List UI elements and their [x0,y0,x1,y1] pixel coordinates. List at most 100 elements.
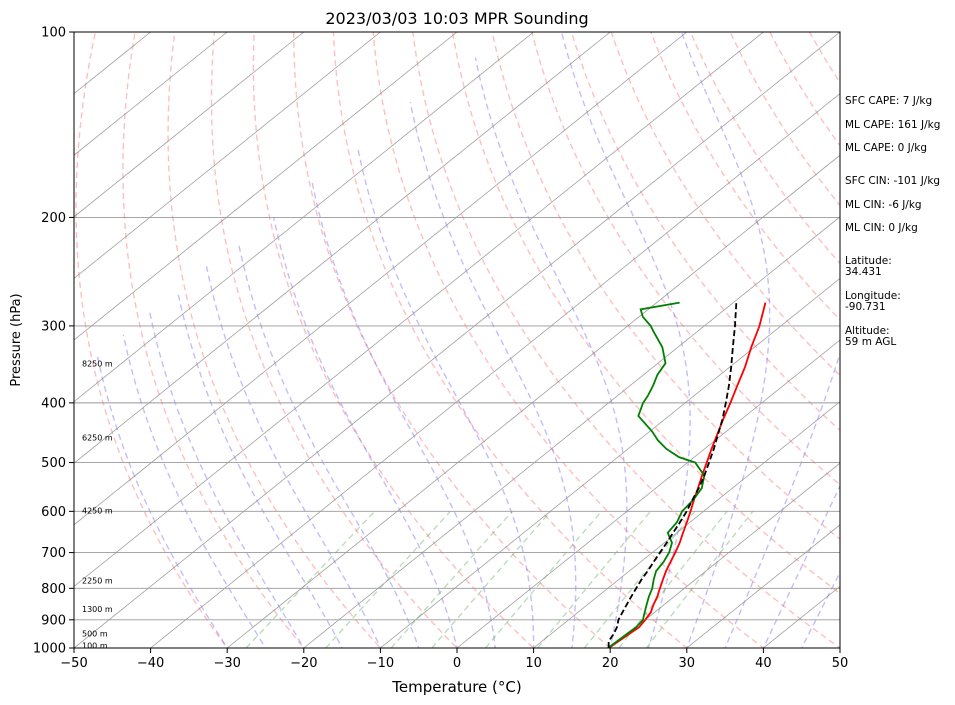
stat-label: SFC CIN: -101 J/kg [845,175,940,187]
x-tick-label: 30 [679,656,696,671]
height-label: 4250 m [82,506,113,515]
mixing-ratio-line [537,510,651,648]
moist-adiabat [205,266,382,648]
dry-adiabat [570,32,840,432]
isotherm [74,32,534,403]
stat-label: Latitude: [845,255,892,267]
y-tick-label: 800 [41,582,66,597]
moist-adiabat [96,355,229,648]
moist-adiabat [680,32,771,648]
y-axis-title: Pressure (hPa) [9,293,24,386]
isotherm [74,32,305,218]
y-tick-label: 300 [41,319,66,334]
dry-adiabat [332,32,688,648]
stat-label: SFC CAPE: 7 J/kg [845,95,932,107]
chart-title: 2023/03/03 10:03 MPR Sounding [325,9,588,28]
height-label: 100 m [82,641,108,650]
x-tick-label: −20 [290,656,317,671]
stat-label: ML CIN: 0 J/kg [845,222,918,234]
dewpoint-line [607,301,706,648]
mixing-ratio-line [583,510,696,648]
isotherm [74,32,764,587]
x-tick-label: 20 [602,656,619,671]
height-label: 500 m [82,629,108,638]
isotherm [74,32,458,341]
isotherm [226,154,840,648]
moist-adiabat [237,242,420,648]
y-axis: 100 200 300 400 500 600 700 800 900 1000 [33,26,74,657]
moist-adiabat [560,32,691,648]
stat-label: ML CAPE: 161 J/kg [845,119,940,131]
y-tick-label: 400 [41,396,66,411]
height-label: 2250 m [82,576,113,585]
height-labels: 8250 m 6250 m 4250 m 2250 m 1300 m 500 m 100 m [82,359,113,650]
moist-adiabat [409,102,577,648]
height-label: 8250 m [82,359,113,368]
x-tick-label: −50 [60,656,87,671]
x-axis: −50 −40 −30 −20 −10 0 10 20 30 40 50 [60,648,848,671]
dry-adiabat [920,18,955,661]
isotherm [74,32,381,279]
stat-value: 34.431 [845,266,882,278]
dry-adiabat [252,32,535,648]
stat-label: ML CAPE: 0 J/kg [845,142,927,154]
dry-adiabat [122,32,305,648]
y-tick-label: 600 [41,505,66,520]
x-tick-label: 0 [453,656,461,671]
moist-adiabat [724,32,840,648]
plot-grid [74,18,955,661]
isotherm [380,277,840,648]
mixing-ratio-line [245,510,376,648]
stat-label: ML CIN: -6 J/kg [845,199,922,211]
temperature-line [608,302,767,648]
x-axis-title: Temperature (°C) [391,678,521,696]
moist-adiabat [273,217,458,648]
isotherm [609,462,840,648]
stat-value: -90.731 [845,301,886,313]
y-tick-label: 900 [41,613,66,628]
isotherm [150,93,840,648]
stat-label: Altitude: [845,325,890,337]
height-label: 1300 m [82,605,113,614]
isotherm [303,216,840,648]
dry-adiabat [75,32,229,648]
x-tick-label: 10 [525,656,542,671]
stats-panel: SFC CAPE: 7 J/kg ML CAPE: 161 J/kg ML CAPE… [845,95,940,348]
x-tick-label: −10 [367,656,394,671]
dry-adiabat [451,32,840,595]
dry-adiabat [650,32,840,321]
height-label: 6250 m [82,433,113,442]
moist-adiabat [177,292,343,648]
mixing-ratio-line [390,510,513,648]
moist-adiabat [474,57,628,648]
dry-adiabat [167,32,382,648]
isotherm [456,339,840,648]
dry-adiabat [412,32,840,648]
isotherm [74,32,840,648]
moist-adiabat [311,181,497,648]
stat-label: Longitude: [845,290,901,302]
isotherm [74,32,611,464]
dry-adiabat [689,32,840,265]
stat-value: 59 m AGL [845,336,896,348]
y-tick-label: 200 [41,211,66,226]
y-tick-label: 1000 [33,642,66,657]
isotherm [74,32,228,156]
dry-adiabat [491,32,840,540]
dry-adiabat [293,32,612,648]
isotherm [686,524,840,648]
x-tick-label: 50 [832,656,849,671]
isotherm [74,32,688,526]
x-tick-label: −40 [137,656,164,671]
y-tick-label: 100 [41,26,66,41]
dry-adiabat [372,32,765,648]
plot-series [607,301,767,648]
x-tick-label: 40 [755,656,772,671]
y-tick-label: 500 [41,456,66,471]
parcel-path-line [607,302,738,648]
isotherm [533,401,840,648]
dry-adiabat [210,32,458,648]
y-tick-label: 700 [41,546,66,561]
mixing-ratio-line [431,510,552,648]
